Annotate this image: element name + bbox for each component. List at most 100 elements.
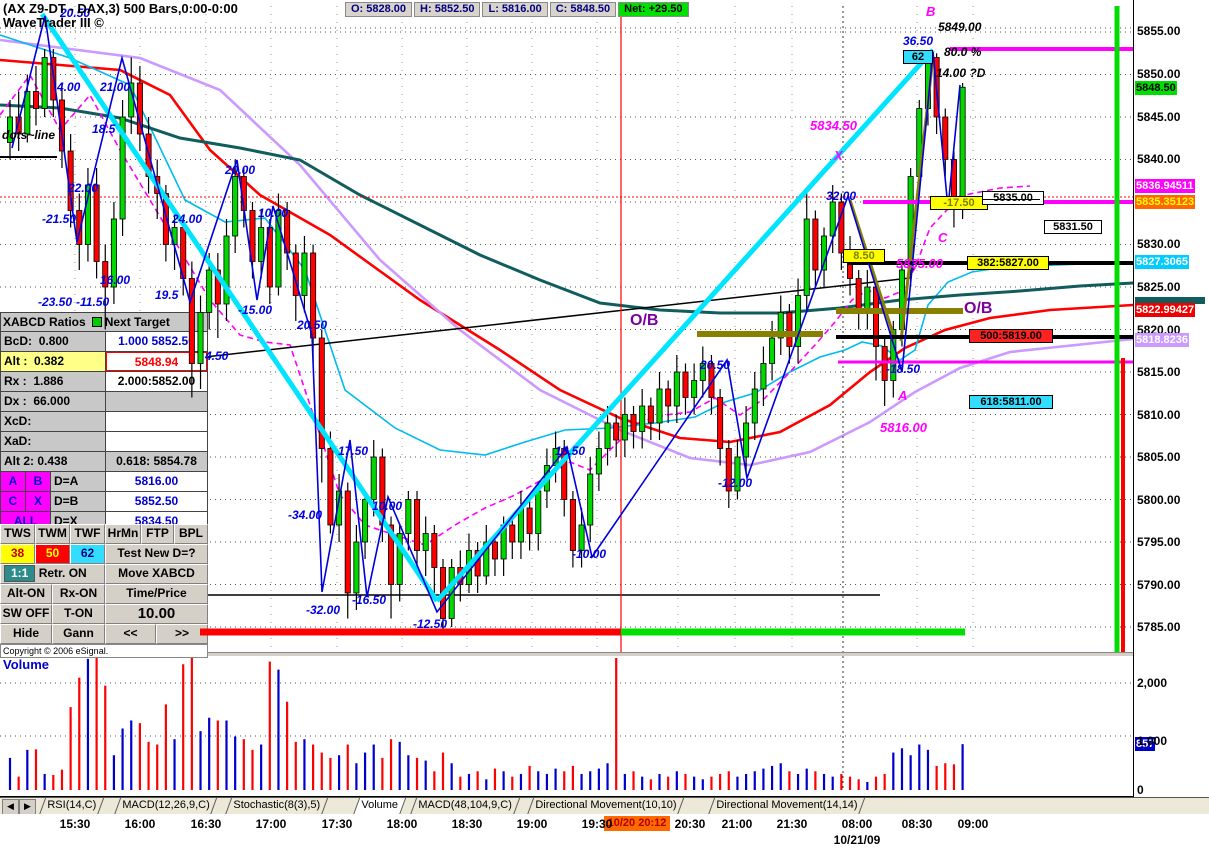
hide-button[interactable]: Hide [0, 624, 52, 644]
pane-splitter[interactable] [0, 652, 1133, 656]
candle-body [821, 235, 828, 271]
candle-body [665, 388, 672, 407]
tws-button[interactable]: TWS [0, 524, 35, 544]
candle-body [396, 533, 403, 585]
annotation-1400D: 14.00 ?D [936, 66, 986, 80]
candle-body [881, 346, 888, 381]
retracement-toggle[interactable]: 1:1 Retr. ON [0, 564, 105, 584]
row-xcd: XcD: [0, 412, 208, 432]
rx-on-button[interactable]: Rx-ON [52, 584, 105, 604]
price-axis[interactable]: 5855.00 5850.00 5845.00 5840.00 5830.00 5825.… [1133, 0, 1209, 852]
close-value: C: 5848.50 [549, 2, 617, 17]
sw-off-button[interactable]: SW OFF [0, 604, 52, 624]
candle-body [154, 176, 161, 194]
candle-body [180, 227, 187, 279]
candle-body [621, 414, 628, 441]
annotation-1000: 10.00 [372, 499, 403, 513]
tab-directional-movement-14-14-[interactable]: Directional Movement(14,14) [707, 798, 866, 815]
t-on-button[interactable]: T-ON [52, 604, 105, 624]
point-b-button[interactable]: B [26, 472, 50, 491]
candle-body [310, 252, 317, 339]
twf-button[interactable]: TWF [70, 524, 105, 544]
d-equals-b-value: 5852.50 [106, 492, 207, 511]
time-tick-2030: 20:30 [674, 817, 706, 831]
candle-body [405, 499, 412, 534]
twm-button[interactable]: TWM [35, 524, 70, 544]
annotation-X: X [834, 148, 843, 163]
tab-macd-48-104-9-c-[interactable]: MACD(48,104,9,C) [410, 798, 520, 815]
axis-tick-5815.00: 5815.00 [1137, 365, 1181, 379]
candle-body [292, 252, 299, 296]
candle-body [743, 422, 750, 458]
point-c-button[interactable]: C [1, 492, 26, 511]
candle-body [110, 218, 117, 288]
next-target-icon [91, 317, 102, 327]
tab-volume[interactable]: Volume [352, 798, 406, 815]
tab-rsi-14-c-[interactable]: RSI(14,C) [38, 798, 105, 815]
wavetrader-watermark: WaveTrader III © [3, 15, 104, 30]
open-value: O: 5828.00 [345, 2, 413, 17]
bpl-button[interactable]: BPL [174, 524, 208, 544]
candle-body [102, 261, 109, 288]
tab-scroll-right-icon[interactable]: ▶ [19, 799, 36, 815]
one-to-one-chip[interactable]: 1:1 [4, 565, 36, 582]
candle-body [604, 422, 611, 449]
hrmn-button[interactable]: HrMn [105, 524, 141, 544]
gann-button[interactable]: Gann [52, 624, 105, 644]
move-xabcd-button[interactable]: Move XABCD [105, 564, 208, 584]
test-new-d-button[interactable]: Test New D=? [105, 544, 208, 564]
level-38-button[interactable]: 38 [0, 544, 35, 564]
candle-body [240, 176, 247, 211]
candle-body [898, 269, 905, 330]
level-strike-line [982, 199, 1040, 200]
price-flag-62: 62 [903, 50, 933, 64]
level-50-button[interactable]: 50 [35, 544, 70, 564]
tab-stochastic-8-3--5-[interactable]: Stochastic(8(3),5) [224, 798, 328, 815]
xad-label: XaD: [1, 432, 106, 451]
ftp-button[interactable]: FTP [141, 524, 174, 544]
annotation-1850: -18.50 [886, 362, 921, 376]
time-tick-1630: 16:30 [190, 817, 222, 831]
candle-body [206, 269, 213, 313]
session-break-timestamp: 10/20 20:12 [604, 816, 670, 831]
candle-body [76, 210, 83, 245]
candle-body [465, 550, 472, 585]
point-x-button[interactable]: X [26, 492, 50, 511]
candle-body [864, 286, 871, 313]
candle-body [379, 456, 386, 526]
candle-body [327, 448, 334, 526]
tab-label: Volume [361, 799, 398, 811]
candle-body [232, 176, 239, 237]
point-a-button[interactable]: A [1, 472, 26, 491]
olive-xc-line [848, 199, 897, 341]
tab-scroll-left-icon[interactable]: ◀ [2, 799, 19, 815]
axis-tick-5795.00: 5795.00 [1137, 535, 1181, 549]
row-bcd: BcD: 0.800 1.000 5852.50 [0, 332, 208, 352]
time-price-button[interactable]: Time/Price [105, 584, 208, 604]
axis-tick-5840.00: 5840.00 [1137, 152, 1181, 166]
scroll-forward-button[interactable]: >> [156, 624, 208, 644]
candle-body [24, 91, 31, 135]
candle-body [414, 499, 421, 551]
alt-on-button[interactable]: Alt-ON [0, 584, 52, 604]
date-label: 10/21/09 [833, 833, 881, 847]
tab-macd-12-26-9-c-[interactable]: MACD(12,26,9,C) [114, 798, 218, 815]
scroll-back-button[interactable]: << [105, 624, 156, 644]
xabcd-ratios-panel: XABCD Ratios Next Target BcD: 0.800 1.00… [0, 312, 208, 532]
volume-pane-label[interactable]: Volume [3, 657, 49, 672]
annotation-583500: 5835.00 [896, 256, 943, 271]
candle-body [474, 550, 481, 577]
cyan-leg-up [435, 48, 935, 603]
d-equals-a-value: 5816.00 [106, 472, 207, 491]
tab-label: Directional Movement(14,14) [716, 799, 858, 811]
time-tick-1800: 18:00 [386, 817, 418, 831]
tab-directional-movement-10-10-[interactable]: Directional Movement(10,10) [526, 798, 684, 815]
step-value-button[interactable]: 10.00 [105, 604, 208, 624]
candle-body [812, 218, 819, 271]
candle-body [258, 227, 265, 262]
candle-body [93, 184, 100, 262]
axis-tick-5790.00: 5790.00 [1137, 578, 1181, 592]
level-62-button[interactable]: 62 [70, 544, 105, 564]
axis-value-box-58273065: 5827.3065 [1135, 255, 1189, 269]
axis-tick-5825.00: 5825.00 [1137, 280, 1181, 294]
